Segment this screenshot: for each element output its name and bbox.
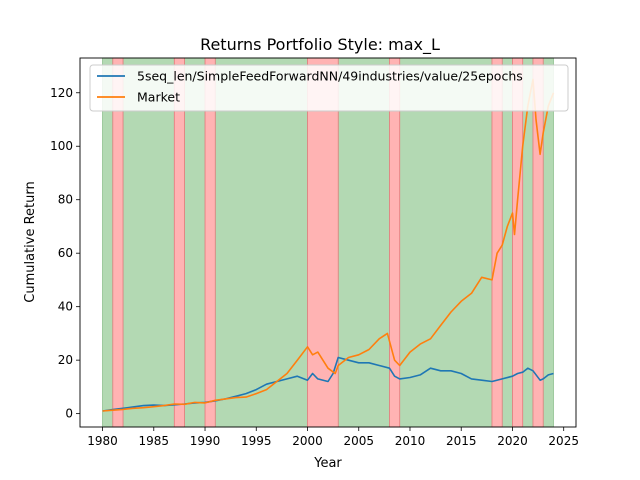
legend-label-0: 5seq_len/SimpleFeedForwardNN/49industrie… [137, 69, 523, 84]
y-tick-label: 120 [50, 86, 73, 100]
x-tick-label: 2015 [446, 434, 477, 448]
x-tick-label: 1985 [139, 434, 170, 448]
y-tick-label: 60 [58, 246, 73, 260]
x-tick-label: 2010 [395, 434, 426, 448]
x-tick-label: 1990 [190, 434, 221, 448]
x-tick-label: 2025 [548, 434, 579, 448]
red-shaded-region [112, 57, 124, 428]
y-tick-label: 40 [58, 300, 73, 314]
y-tick-label: 100 [50, 139, 73, 153]
series-line-1 [102, 78, 555, 412]
red-shaded-region [512, 57, 524, 428]
x-axis-label: Year [313, 456, 342, 471]
red-shaded-region [204, 57, 216, 428]
x-tick-label: 2005 [343, 434, 374, 448]
red-shaded-region [491, 57, 503, 428]
x-tick-label: 1995 [241, 434, 272, 448]
y-tick-label: 20 [58, 353, 73, 367]
legend-label-1: Market [137, 90, 180, 105]
x-tick-label: 2020 [497, 434, 528, 448]
red-shaded-region [307, 57, 339, 428]
y-tick-label: 0 [65, 407, 73, 421]
x-tick-label: 1980 [87, 434, 118, 448]
y-axis-label: Cumulative Return [23, 181, 38, 302]
plot-area: 1980 1985 1990 1995 2000 2005 2010 2015 2020 2025… [50, 57, 579, 448]
chart-title: Returns Portfolio Style: max_L [200, 35, 440, 55]
x-tick-label: 2000 [292, 434, 323, 448]
y-tick-label: 80 [58, 193, 73, 207]
legend: 5seq_len/SimpleFeedForwardNN/49industrie… [89, 64, 569, 112]
legend-box [89, 64, 569, 112]
plot-frame [79, 57, 577, 428]
red-shaded-region [173, 57, 185, 428]
